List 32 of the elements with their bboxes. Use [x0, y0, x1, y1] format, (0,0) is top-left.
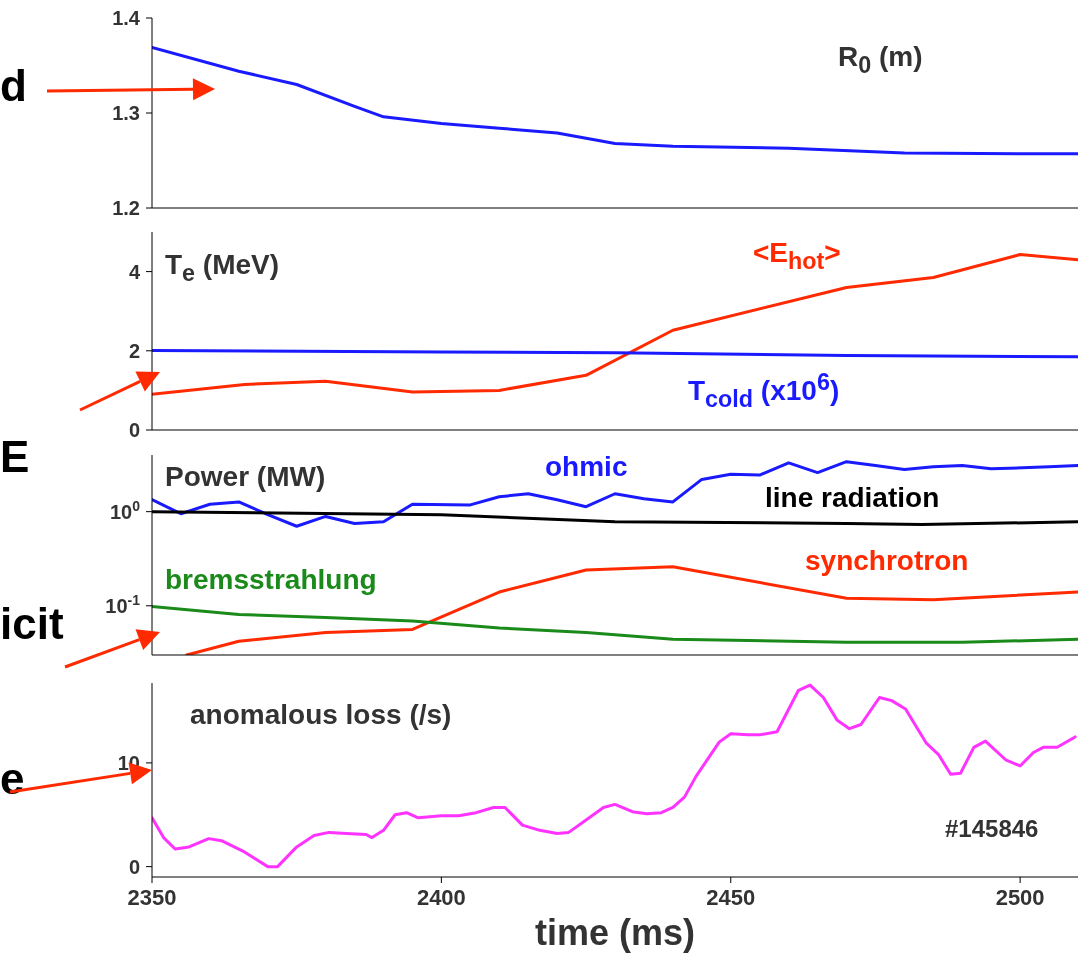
series-label: bremsstrahlung	[165, 564, 377, 596]
line-series	[152, 683, 1077, 869]
x-tick-label: 2400	[416, 885, 466, 910]
chart-title: Power (MW)	[165, 461, 326, 493]
y-tick-label: 10$^{0}$	[109, 497, 141, 523]
y-tick-label: 1.2	[112, 197, 140, 219]
line-series	[152, 348, 1078, 359]
line-series	[152, 605, 1078, 644]
x-tick-label: 2500	[995, 885, 1045, 910]
y-tick-label: 4	[128, 260, 141, 283]
series-label: T$_{cold}$ (x10$^{6}$)	[688, 369, 840, 413]
text: anomalous loss (/s)	[190, 699, 452, 731]
text: R$_{0}$ (m)	[838, 41, 923, 79]
text: E	[0, 432, 30, 482]
line-series	[152, 45, 1078, 156]
text: d	[0, 61, 27, 111]
text: icit	[0, 599, 64, 649]
x-axis-title: time (ms)	[534, 912, 696, 954]
y-tick-label: 0	[128, 855, 140, 878]
x-tick-label: 2450	[706, 885, 756, 910]
series-label: line radiation	[765, 482, 940, 514]
y-tick-label: 2	[128, 339, 140, 362]
y-tick-label: 1.4	[112, 7, 141, 29]
annotation: #145846	[945, 815, 1039, 843]
text: T$_{e}$ (MeV)	[165, 249, 280, 287]
series-label: ohmic	[545, 451, 628, 483]
series-label: <E$_{hot}$>	[753, 237, 841, 275]
y-tick-label: 1.3	[112, 102, 140, 124]
x-tick-label: 2350	[127, 885, 177, 910]
y-tick-label: 0	[128, 419, 140, 441]
series-label: synchrotron	[805, 545, 969, 577]
y-tick-label: 10$^{-1}$	[105, 591, 141, 617]
